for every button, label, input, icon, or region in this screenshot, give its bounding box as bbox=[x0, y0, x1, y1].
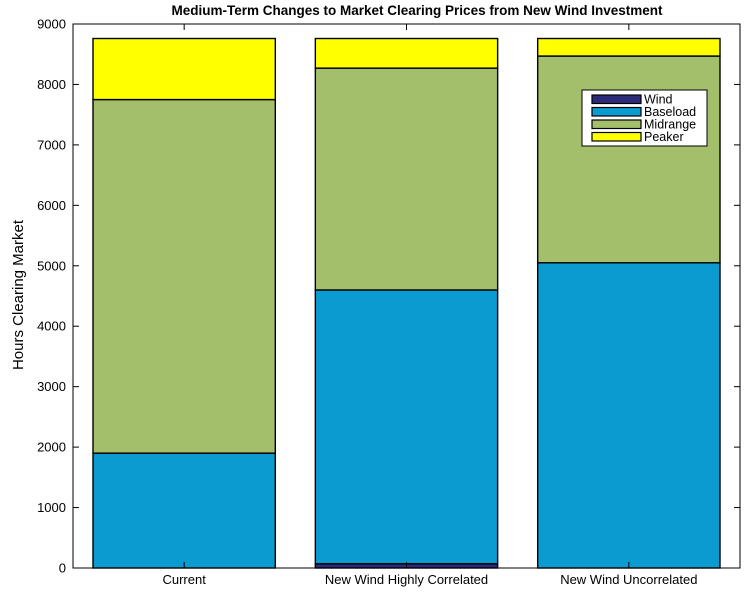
y-axis-label: Hours Clearing Market bbox=[10, 219, 27, 370]
bar-segment-baseload bbox=[314, 289, 499, 565]
legend-label-midrange: Midrange bbox=[644, 118, 696, 132]
bar-segment-midrange bbox=[536, 55, 721, 264]
legend-label-baseload: Baseload bbox=[644, 105, 696, 119]
bar-segment-peaker bbox=[92, 37, 277, 101]
y-tick-label: 8000 bbox=[37, 77, 66, 92]
bar-segment-peaker bbox=[536, 37, 721, 57]
legend-swatch-peaker bbox=[591, 131, 642, 142]
x-tick-label: New Wind Uncorrelated bbox=[560, 572, 697, 587]
y-tick-label: 2000 bbox=[37, 440, 66, 455]
legend-label-wind: Wind bbox=[644, 93, 673, 107]
legend-label-peaker: Peaker bbox=[644, 130, 684, 144]
y-tick-label: 1000 bbox=[37, 500, 66, 515]
x-tick-label: New Wind Highly Correlated bbox=[325, 572, 488, 587]
axes-group: 0 1000 2000 3000 4000 5000 6000 7000 8000 9000 Cur… bbox=[37, 17, 741, 587]
bar-segment-peaker bbox=[314, 37, 499, 69]
y-tick-label: 7000 bbox=[37, 137, 66, 152]
legend-swatch-baseload bbox=[591, 106, 642, 117]
bar-segment-baseload bbox=[536, 262, 721, 569]
legend-swatch-midrange bbox=[591, 119, 642, 130]
y-tick-label: 4000 bbox=[37, 319, 66, 334]
bars-group bbox=[92, 37, 721, 569]
bar-segment-midrange bbox=[314, 67, 499, 291]
bar-segment-midrange bbox=[92, 98, 277, 454]
y-tick-label: 0 bbox=[59, 561, 66, 576]
y-tick-label: 6000 bbox=[37, 198, 66, 213]
bar-segment-baseload bbox=[92, 452, 277, 569]
y-tick-label: 3000 bbox=[37, 379, 66, 394]
y-tick-label: 9000 bbox=[37, 17, 66, 32]
chart-title: Medium-Term Changes to Market Clearing P… bbox=[172, 3, 663, 18]
legend-swatch-wind bbox=[591, 94, 642, 105]
y-tick-label: 5000 bbox=[37, 258, 66, 273]
x-tick-label: Current bbox=[162, 572, 206, 587]
